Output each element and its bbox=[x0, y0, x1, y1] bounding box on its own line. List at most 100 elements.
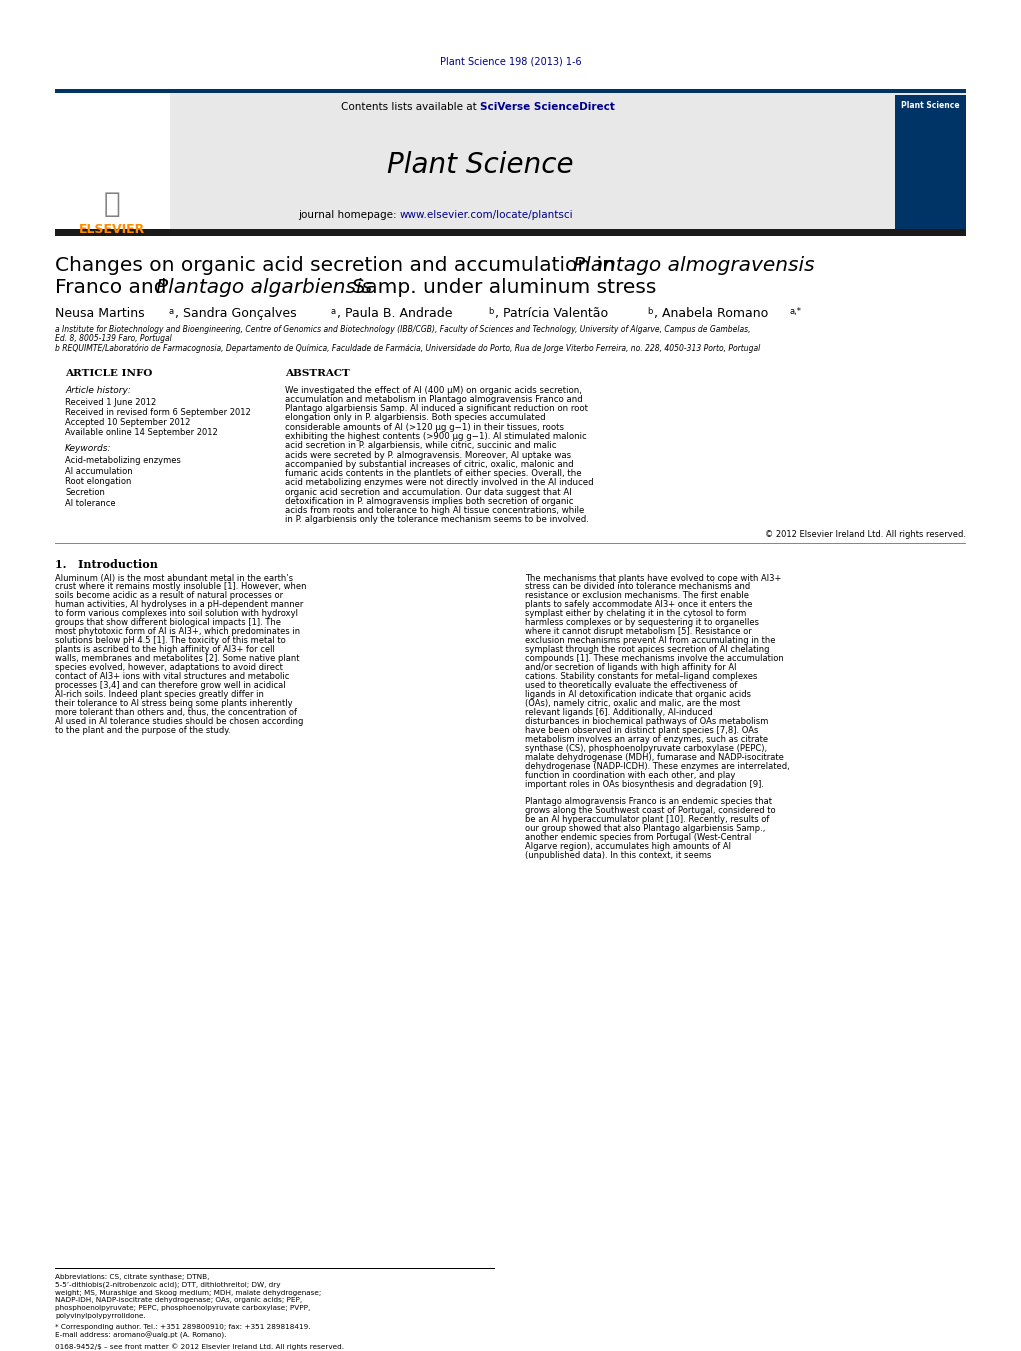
Text: more tolerant than others and, thus, the concentration of: more tolerant than others and, thus, the… bbox=[55, 708, 297, 717]
Text: acid secretion in P. algarbiensis, while citric, succinic and malic: acid secretion in P. algarbiensis, while… bbox=[285, 442, 556, 450]
Text: Contents lists available at: Contents lists available at bbox=[341, 103, 480, 112]
Text: plants is ascribed to the high affinity of Al3+ for cell: plants is ascribed to the high affinity … bbox=[55, 646, 275, 654]
Text: Plant Science: Plant Science bbox=[901, 100, 960, 109]
Text: Received 1 June 2012: Received 1 June 2012 bbox=[65, 399, 156, 407]
Text: 0168-9452/$ – see front matter © 2012 Elsevier Ireland Ltd. All rights reserved.: 0168-9452/$ – see front matter © 2012 El… bbox=[55, 1343, 344, 1350]
Text: and/or secretion of ligands with high affinity for Al: and/or secretion of ligands with high af… bbox=[525, 663, 736, 673]
Text: (OAs), namely citric, oxalic and malic, are the most: (OAs), namely citric, oxalic and malic, … bbox=[525, 700, 740, 708]
Text: ARTICLE INFO: ARTICLE INFO bbox=[65, 369, 152, 378]
Text: Article history:: Article history: bbox=[65, 385, 131, 394]
Text: 🌳: 🌳 bbox=[104, 190, 120, 219]
Text: plants to safely accommodate Al3+ once it enters the: plants to safely accommodate Al3+ once i… bbox=[525, 600, 752, 609]
Text: crust where it remains mostly insoluble [1]. However, when: crust where it remains mostly insoluble … bbox=[55, 582, 306, 592]
Text: considerable amounts of Al (>120 μg g−1) in their tissues, roots: considerable amounts of Al (>120 μg g−1)… bbox=[285, 423, 564, 432]
Text: Samp. under aluminum stress: Samp. under aluminum stress bbox=[346, 278, 657, 297]
Text: Received in revised form 6 September 2012: Received in revised form 6 September 201… bbox=[65, 408, 251, 417]
Text: stress can be divided into tolerance mechanisms and: stress can be divided into tolerance mec… bbox=[525, 582, 750, 592]
Text: synthase (CS), phosphoenolpyruvate carboxylase (PEPC),: synthase (CS), phosphoenolpyruvate carbo… bbox=[525, 744, 767, 753]
Text: symplast either by chelating it in the cytosol to form: symplast either by chelating it in the c… bbox=[525, 609, 746, 619]
Text: exhibiting the highest contents (>900 μg g−1). Al stimulated malonic: exhibiting the highest contents (>900 μg… bbox=[285, 432, 587, 440]
Bar bbox=[55, 93, 171, 230]
Text: Abbreviations: CS, citrate synthase; DTNB,: Abbreviations: CS, citrate synthase; DTN… bbox=[55, 1274, 209, 1279]
Text: , Sandra Gonçalves: , Sandra Gonçalves bbox=[175, 308, 297, 320]
Text: groups that show different biological impacts [1]. The: groups that show different biological im… bbox=[55, 619, 281, 627]
Text: processes [3,4] and can therefore grow well in acidical: processes [3,4] and can therefore grow w… bbox=[55, 681, 286, 690]
Text: Acid-metabolizing enzymes: Acid-metabolizing enzymes bbox=[65, 455, 181, 465]
Bar bbox=[55, 230, 966, 236]
Text: acids were secreted by P. almogravensis. Moreover, Al uptake was: acids were secreted by P. almogravensis.… bbox=[285, 450, 571, 459]
Text: malate dehydrogenase (MDH), fumarase and NADP-isocitrate: malate dehydrogenase (MDH), fumarase and… bbox=[525, 753, 784, 762]
Text: , Paula B. Andrade: , Paula B. Andrade bbox=[337, 308, 452, 320]
Text: Changes on organic acid secretion and accumulation in: Changes on organic acid secretion and ac… bbox=[55, 255, 622, 274]
Text: b REQUIMTE/Laboratório de Farmacognosia, Departamento de Química, Faculdade de F: b REQUIMTE/Laboratório de Farmacognosia,… bbox=[55, 343, 761, 353]
Text: Plant Science: Plant Science bbox=[387, 151, 574, 180]
Text: their tolerance to Al stress being some plants inherently: their tolerance to Al stress being some … bbox=[55, 700, 293, 708]
Text: Franco and: Franco and bbox=[55, 278, 173, 297]
Text: Accepted 10 September 2012: Accepted 10 September 2012 bbox=[65, 417, 190, 427]
Text: elongation only in P. algarbiensis. Both species accumulated: elongation only in P. algarbiensis. Both… bbox=[285, 413, 545, 423]
Text: detoxification in P. almogravensis implies both secretion of organic: detoxification in P. almogravensis impli… bbox=[285, 497, 574, 505]
Text: resistance or exclusion mechanisms. The first enable: resistance or exclusion mechanisms. The … bbox=[525, 592, 749, 600]
Text: Neusa Martins: Neusa Martins bbox=[55, 308, 145, 320]
Bar bbox=[55, 89, 966, 234]
Text: polyvinylpolypyrrolidone.: polyvinylpolypyrrolidone. bbox=[55, 1313, 146, 1319]
Text: b: b bbox=[647, 308, 652, 316]
Text: ELSEVIER: ELSEVIER bbox=[79, 223, 145, 235]
Text: NADP-IDH, NADP-isocitrate dehydrogenase; OAs, organic acids; PEP,: NADP-IDH, NADP-isocitrate dehydrogenase;… bbox=[55, 1297, 302, 1304]
Text: important roles in OAs biosynthesis and degradation [9].: important roles in OAs biosynthesis and … bbox=[525, 780, 764, 789]
Text: Al used in Al tolerance studies should be chosen according: Al used in Al tolerance studies should b… bbox=[55, 717, 303, 727]
Text: Secretion: Secretion bbox=[65, 488, 105, 497]
Text: Al-rich soils. Indeed plant species greatly differ in: Al-rich soils. Indeed plant species grea… bbox=[55, 690, 263, 700]
Text: journal homepage:: journal homepage: bbox=[298, 209, 400, 220]
Text: used to theoretically evaluate the effectiveness of: used to theoretically evaluate the effec… bbox=[525, 681, 737, 690]
Text: Al tolerance: Al tolerance bbox=[65, 499, 115, 508]
Text: exclusion mechanisms prevent Al from accumulating in the: exclusion mechanisms prevent Al from acc… bbox=[525, 636, 776, 646]
Text: symplast through the root apices secretion of Al chelating: symplast through the root apices secreti… bbox=[525, 646, 770, 654]
Text: Plant Science 198 (2013) 1-6: Plant Science 198 (2013) 1-6 bbox=[440, 57, 582, 66]
Text: accumulation and metabolism in Plantago almogravensis Franco and: accumulation and metabolism in Plantago … bbox=[285, 394, 583, 404]
Text: disturbances in biochemical pathways of OAs metabolism: disturbances in biochemical pathways of … bbox=[525, 717, 769, 727]
Text: ABSTRACT: ABSTRACT bbox=[285, 369, 350, 378]
Text: * Corresponding author. Tel.: +351 289800910; fax: +351 289818419.: * Corresponding author. Tel.: +351 28980… bbox=[55, 1324, 310, 1329]
Text: Keywords:: Keywords: bbox=[65, 444, 111, 453]
Text: compounds [1]. These mechanisms involve the accumulation: compounds [1]. These mechanisms involve … bbox=[525, 654, 784, 663]
Text: Plantago algarbiensis Samp. Al induced a significant reduction on root: Plantago algarbiensis Samp. Al induced a… bbox=[285, 404, 588, 413]
Text: accompanied by substantial increases of citric, oxalic, malonic and: accompanied by substantial increases of … bbox=[285, 459, 574, 469]
Text: Al accumulation: Al accumulation bbox=[65, 466, 133, 476]
Text: Algarve region), accumulates high amounts of Al: Algarve region), accumulates high amount… bbox=[525, 842, 731, 851]
Text: contact of Al3+ ions with vital structures and metabolic: contact of Al3+ ions with vital structur… bbox=[55, 673, 289, 681]
Text: our group showed that also Plantago algarbiensis Samp.,: our group showed that also Plantago alga… bbox=[525, 824, 766, 832]
Text: Plantago algarbiensis: Plantago algarbiensis bbox=[156, 278, 372, 297]
Bar bbox=[895, 95, 966, 231]
Text: Root elongation: Root elongation bbox=[65, 477, 132, 486]
Text: have been observed in distinct plant species [7,8]. OAs: have been observed in distinct plant spe… bbox=[525, 727, 759, 735]
Text: Ed. 8, 8005-139 Faro, Portugal: Ed. 8, 8005-139 Faro, Portugal bbox=[55, 334, 172, 343]
Text: where it cannot disrupt metabolism [5]. Resistance or: where it cannot disrupt metabolism [5]. … bbox=[525, 627, 751, 636]
Text: metabolism involves an array of enzymes, such as citrate: metabolism involves an array of enzymes,… bbox=[525, 735, 768, 744]
Text: acid metabolizing enzymes were not directly involved in the Al induced: acid metabolizing enzymes were not direc… bbox=[285, 478, 593, 488]
Text: Plantago almogravensis: Plantago almogravensis bbox=[573, 255, 815, 274]
Text: , Anabela Romano: , Anabela Romano bbox=[654, 308, 768, 320]
Bar bbox=[55, 92, 966, 93]
Text: species evolved, however, adaptations to avoid direct: species evolved, however, adaptations to… bbox=[55, 663, 283, 673]
Text: soils become acidic as a result of natural processes or: soils become acidic as a result of natur… bbox=[55, 592, 283, 600]
Text: to the plant and the purpose of the study.: to the plant and the purpose of the stud… bbox=[55, 727, 231, 735]
Text: a,*: a,* bbox=[789, 308, 801, 316]
Text: We investigated the effect of Al (400 μM) on organic acids secretion,: We investigated the effect of Al (400 μM… bbox=[285, 385, 582, 394]
Text: ligands in Al detoxification indicate that organic acids: ligands in Al detoxification indicate th… bbox=[525, 690, 751, 700]
Text: relevant ligands [6]. Additionally, Al-induced: relevant ligands [6]. Additionally, Al-i… bbox=[525, 708, 713, 717]
Text: cations. Stability constants for metal–ligand complexes: cations. Stability constants for metal–l… bbox=[525, 673, 758, 681]
Text: function in coordination with each other, and play: function in coordination with each other… bbox=[525, 771, 735, 780]
Text: solutions below pH 4.5 [1]. The toxicity of this metal to: solutions below pH 4.5 [1]. The toxicity… bbox=[55, 636, 286, 646]
Text: www.elsevier.com/locate/plantsci: www.elsevier.com/locate/plantsci bbox=[400, 209, 574, 220]
Text: a Institute for Biotechnology and Bioengineering, Centre of Genomics and Biotech: a Institute for Biotechnology and Bioeng… bbox=[55, 326, 750, 334]
Text: Plantago almogravensis Franco is an endemic species that: Plantago almogravensis Franco is an ende… bbox=[525, 797, 772, 805]
Text: b: b bbox=[488, 308, 493, 316]
Text: , Patrícia Valentão: , Patrícia Valentão bbox=[495, 308, 609, 320]
Text: The mechanisms that plants have evolved to cope with Al3+: The mechanisms that plants have evolved … bbox=[525, 574, 781, 582]
Text: phosphoenolpyruvate; PEPC, phosphoenolpyruvate carboxylase; PVPP,: phosphoenolpyruvate; PEPC, phosphoenolpy… bbox=[55, 1305, 310, 1312]
Text: acids from roots and tolerance to high Al tissue concentrations, while: acids from roots and tolerance to high A… bbox=[285, 507, 584, 515]
Text: © 2012 Elsevier Ireland Ltd. All rights reserved.: © 2012 Elsevier Ireland Ltd. All rights … bbox=[765, 530, 966, 539]
Text: SciVerse ScienceDirect: SciVerse ScienceDirect bbox=[480, 103, 615, 112]
Text: a: a bbox=[168, 308, 174, 316]
